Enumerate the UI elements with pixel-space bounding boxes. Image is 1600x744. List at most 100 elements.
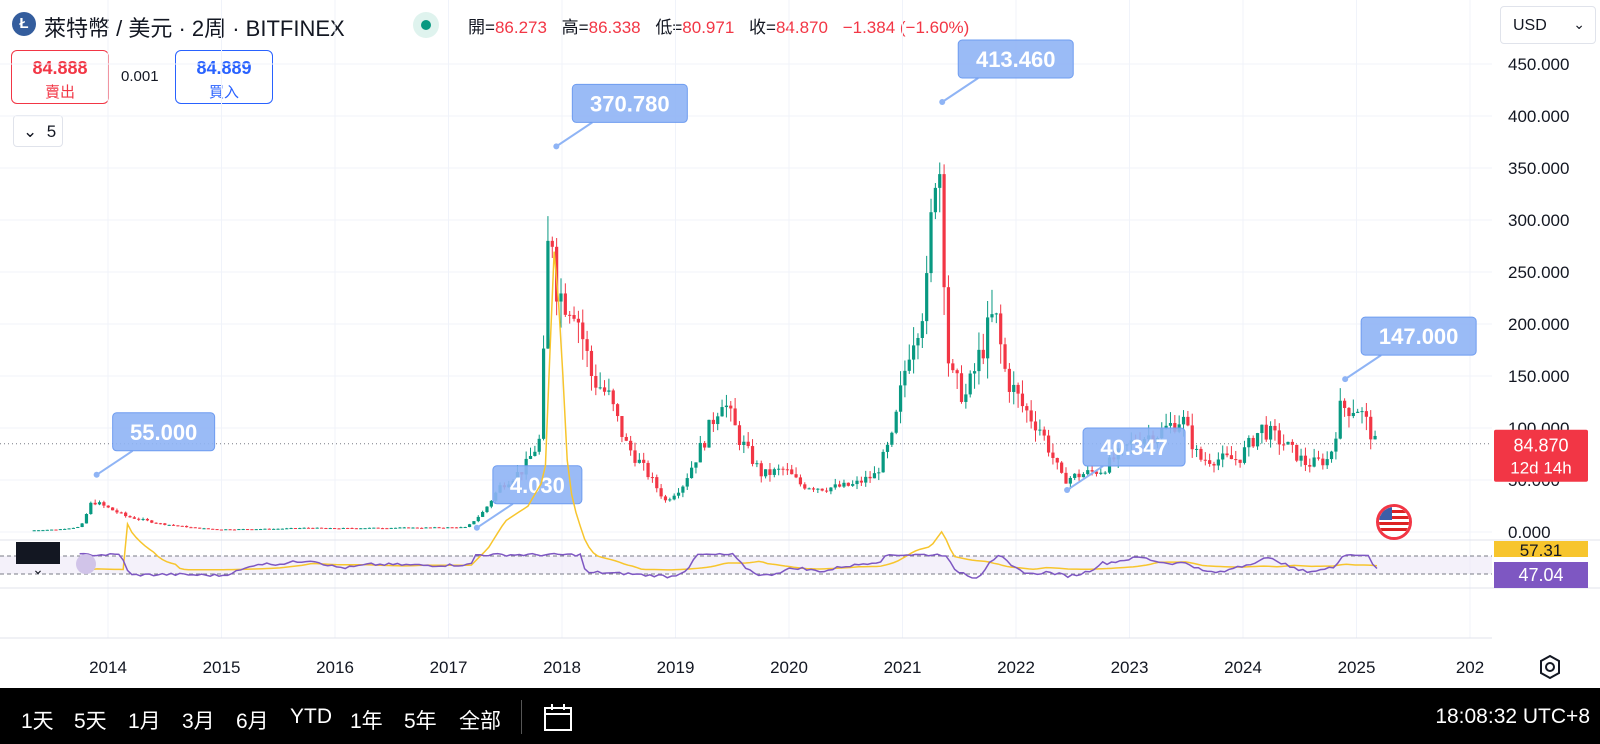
candle-body [1046,435,1051,453]
candle-body [1212,463,1216,466]
rsi-pane-controls[interactable]: ⌄ [16,540,66,580]
candle-body [102,502,106,506]
candle-body [790,469,794,475]
candle-body [1203,459,1207,461]
callout-box[interactable] [112,412,216,452]
candle-body [946,287,951,364]
candle-body [1073,473,1077,478]
candle-body [659,488,663,497]
candle-body [546,240,550,349]
candle-body [263,528,267,530]
candle-body [241,529,245,531]
candle-body [472,521,476,525]
sell-button[interactable]: 84.888 賣出 [11,50,109,104]
candle-body [1033,421,1038,431]
close-label: 收= [749,18,776,37]
candle-body [1264,424,1268,440]
range-1y-button[interactable]: 1年 [350,710,383,733]
candle-body [733,408,737,426]
candle-body [968,373,972,395]
candle-body [1068,477,1072,484]
range-5y-button[interactable]: 5年 [404,710,437,733]
range-1m-button[interactable]: 1月 [128,710,161,733]
candle-body [1016,384,1020,394]
candle-body [611,390,615,405]
currency-select[interactable]: USD ⌄ [1500,6,1596,44]
candle-body [620,416,624,437]
candle-body [76,527,80,529]
callout-label: 147.000 [1379,324,1459,349]
range-3m-button[interactable]: 3月 [182,710,215,733]
high-value: 86.338 [588,18,641,37]
callout-box[interactable] [1360,316,1477,356]
candle-body [581,322,585,340]
candle-body [528,455,533,459]
chevron-down-icon[interactable]: ⌄ [32,561,44,577]
candle-body [624,436,628,441]
range-6m-button[interactable]: 6月 [236,710,269,733]
candle-body [489,500,493,507]
candle-body [54,529,58,531]
spread-value: 0.001 [121,68,159,85]
candle-body [994,313,998,315]
range-1d-button[interactable]: 1天 [21,710,54,733]
candle-body [907,359,911,371]
clock-readout[interactable]: 18:08:32 UTC+8 [1435,705,1590,728]
callout-box[interactable] [492,465,583,505]
candle-body [219,529,224,531]
change-value: −1.384 (−1.60%) [842,18,970,37]
market-status-icon[interactable] [413,12,439,38]
range-ytd-button[interactable]: YTD [290,705,332,728]
callout-anchor [1342,376,1349,383]
candle-body [1277,430,1281,445]
candle-body [824,490,829,492]
candle-body [1216,459,1220,466]
tradingview-logo-icon [16,542,60,564]
candle-body [842,482,846,487]
callout-box[interactable] [571,83,688,123]
us-flag-icon[interactable] [1376,504,1412,540]
range-5d-button[interactable]: 5天 [74,710,107,733]
callout-label: 4.030 [510,473,565,498]
candle-body [389,527,393,529]
price-chart[interactable]: 0.00050.000100.000150.000200.000250.0003… [0,0,1600,688]
candle-body [898,385,903,412]
candle-body [45,529,49,531]
callout-anchor [1064,487,1071,494]
candle-body [407,527,411,529]
x-tick-label: 2016 [316,658,354,677]
candle-body [441,527,446,529]
candle-body [1286,441,1290,445]
candle-body [124,512,128,517]
candle-body [1168,422,1173,426]
candle-body [764,469,768,477]
candle-body [737,425,742,445]
date-range-icon[interactable] [543,702,575,732]
candle-body [720,407,724,417]
y-tick-label: 450.000 [1508,55,1569,74]
rsi-sync-icon[interactable] [76,554,96,574]
open-label: 開= [468,18,495,37]
candle-body [1369,416,1373,440]
callout-box[interactable] [1082,427,1186,467]
callout-label: 55.000 [130,420,197,445]
candle-body [1012,384,1016,392]
sell-price: 84.888 [32,58,88,78]
candle-body [563,293,567,315]
bar-countdown: 12d 14h [1510,459,1571,478]
x-tick-label: 2023 [1111,658,1149,677]
candle-body [481,511,485,517]
buy-button[interactable]: 84.889 買入 [175,50,273,104]
candle-body [1190,425,1194,450]
range-all-button[interactable]: 全部 [459,710,501,733]
candle-body [315,527,319,529]
candle-body [981,349,985,359]
candle-body [63,528,67,530]
symbol-title[interactable]: 萊特幣 / 美元 · 2周 · BITFINEX [44,16,345,41]
y-tick-label: 0.000 [1508,523,1551,542]
candle-body [942,174,946,288]
callout-box[interactable] [957,39,1074,79]
candle-body [781,468,785,470]
settings-gear-icon[interactable] [1537,654,1563,680]
candle-body [311,527,315,529]
